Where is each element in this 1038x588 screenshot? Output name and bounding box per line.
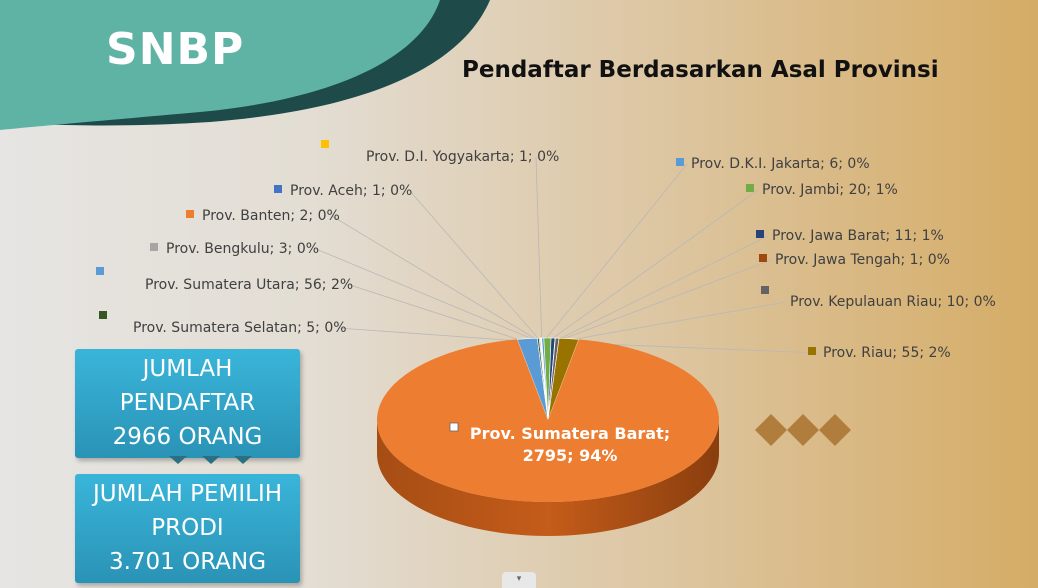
- data-label-0-line1: Prov. Sumatera Barat;: [470, 424, 670, 443]
- data-label-9: Prov. Jawa Barat; 11; 1%: [772, 228, 944, 244]
- data-label-1: Prov. Sumatera Utara; 56; 2%: [145, 277, 353, 293]
- leader-line-5: [409, 190, 542, 343]
- leader-line-4: [331, 215, 542, 343]
- leader-line-6: [535, 156, 543, 343]
- scroll-down-icon[interactable]: ▾: [502, 572, 536, 588]
- leader-line-2: [337, 327, 539, 343]
- leader-line-3: [315, 248, 541, 343]
- data-label-7: Prov. D.K.I. Jakarta; 6; 0%: [691, 156, 870, 172]
- leader-line-1: [349, 284, 529, 344]
- total-box-line3: 2966 ORANG: [112, 424, 263, 450]
- data-label-12: Prov. Riau; 55; 2%: [823, 345, 951, 361]
- data-label-5: Prov. Aceh; 1; 0%: [290, 183, 412, 199]
- label-marker-9: [756, 230, 764, 238]
- data-label-2: Prov. Sumatera Selatan; 5; 0%: [133, 320, 347, 336]
- prodi-choosers-box: JUMLAH PEMILIH PRODI 3.701 ORANG: [75, 474, 300, 583]
- leader-line-10: [554, 259, 772, 343]
- label-marker-4: [186, 210, 194, 218]
- data-label-4: Prov. Banten; 2; 0%: [202, 208, 340, 224]
- box-notch: [169, 456, 187, 464]
- brand-title: SNBP: [106, 24, 245, 75]
- pie-slice-12: [547, 337, 580, 421]
- data-label-8: Prov. Jambi; 20; 1%: [762, 182, 898, 198]
- label-marker-11: [761, 286, 769, 294]
- label-marker-12: [808, 347, 816, 355]
- leader-lines: [315, 156, 820, 354]
- decorative-diamonds: [755, 414, 851, 446]
- label-marker-6: [321, 140, 329, 148]
- label-marker-8: [746, 184, 754, 192]
- prodi-box-line3: 3.701 ORANG: [108, 549, 267, 575]
- chart-title: Pendaftar Berdasarkan Asal Provinsi: [462, 57, 939, 83]
- leader-line-9: [552, 235, 769, 343]
- pie-slice-0: [377, 339, 719, 502]
- prodi-box-line1: JUMLAH PEMILIH: [92, 481, 283, 507]
- total-box-line2: PENDAFTAR: [119, 390, 256, 416]
- box-notch: [234, 456, 252, 464]
- leader-line-7: [542, 163, 688, 343]
- data-label-0-line2: 2795; 94%: [523, 446, 618, 465]
- label-marker-0: [449, 422, 459, 432]
- data-label-11: Prov. Kepulauan Riau; 10; 0%: [790, 294, 996, 310]
- label-marker-7: [676, 158, 684, 166]
- data-label-3: Prov. Bengkulu; 3; 0%: [166, 241, 319, 257]
- teal-header-shape: [0, 0, 440, 130]
- pie-side-wall: [377, 420, 719, 536]
- leader-line-11: [556, 301, 787, 343]
- label-marker-10: [759, 254, 767, 262]
- label-marker-1: [96, 267, 104, 275]
- total-registrants-box: JUMLAH PENDAFTAR 2966 ORANG: [75, 349, 300, 458]
- data-labels: Prov. Sumatera Utara; 56; 2% Prov. Sumate…: [96, 140, 996, 465]
- prodi-box-line2: PRODI: [151, 515, 224, 541]
- label-marker-3: [150, 243, 158, 251]
- data-label-10: Prov. Jawa Tengah; 1; 0%: [775, 252, 950, 268]
- data-label-6: Prov. D.I. Yogyakarta; 1; 0%: [366, 149, 559, 165]
- leader-line-8: [547, 189, 759, 343]
- total-box-line1: JUMLAH: [142, 356, 233, 382]
- label-marker-2: [99, 311, 107, 319]
- pie-3d: [377, 337, 719, 536]
- box-notch: [202, 456, 220, 464]
- label-marker-5: [274, 185, 282, 193]
